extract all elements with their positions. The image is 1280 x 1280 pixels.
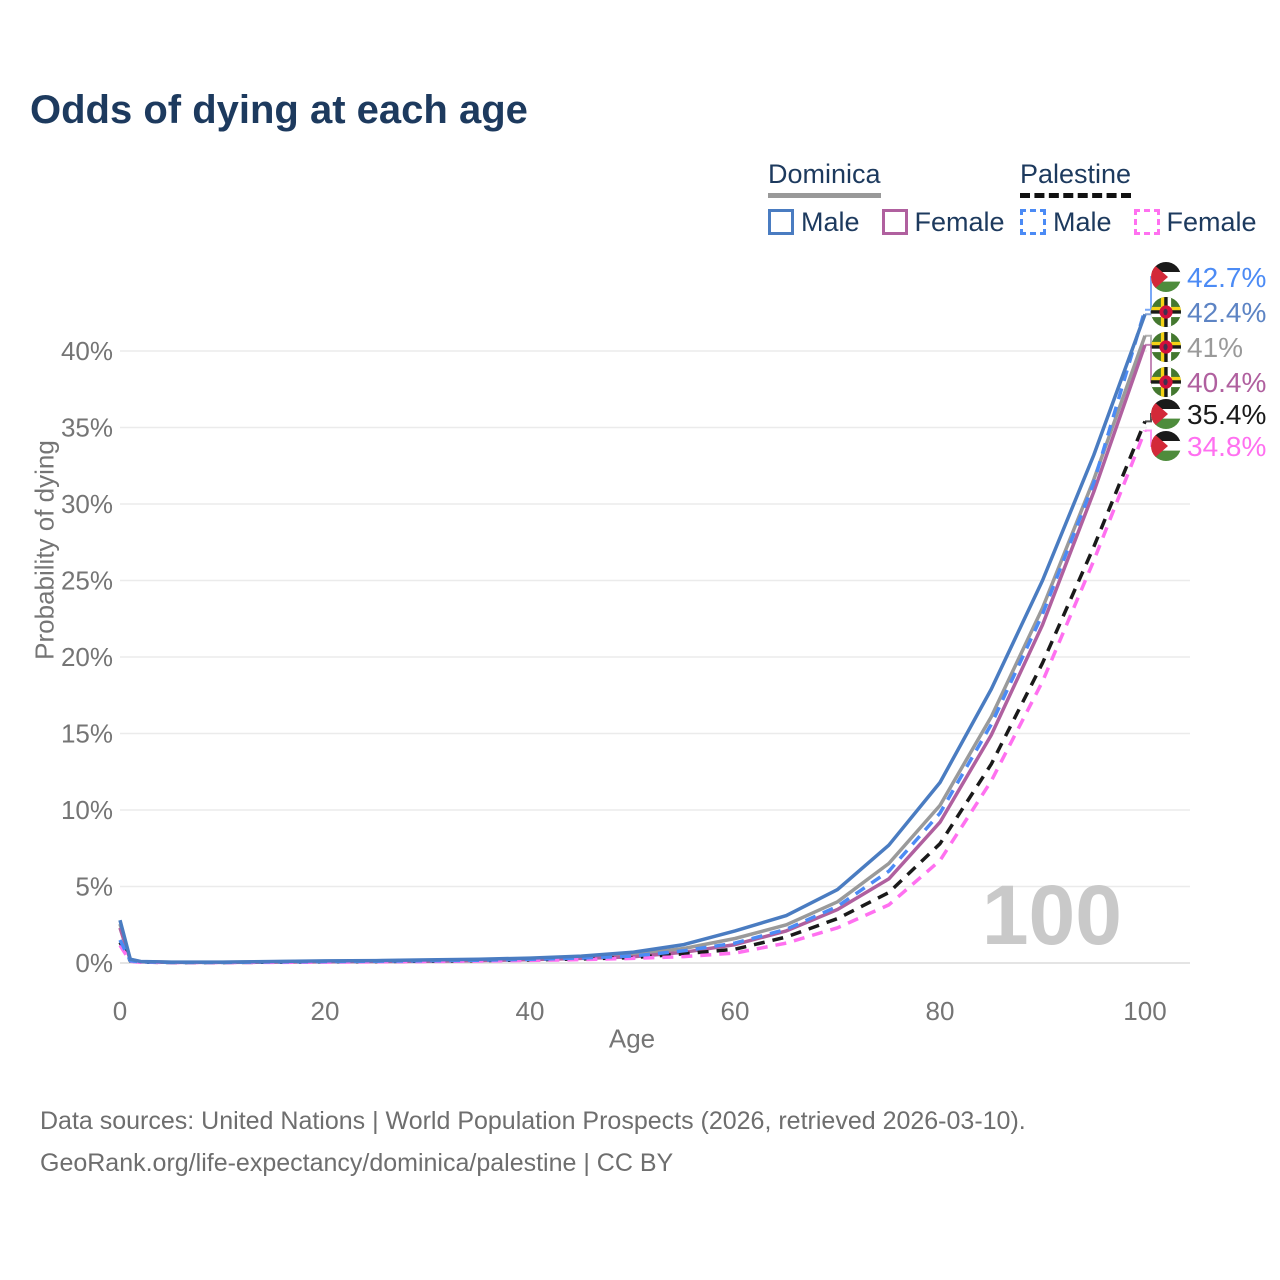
footer: Data sources: United Nations | World Pop… <box>40 1100 1026 1184</box>
x-tick-100: 100 <box>1123 996 1166 1026</box>
legend-item-palestine-female: Female <box>1133 206 1257 238</box>
x-axis-title: Age <box>608 1023 656 1054</box>
x-tick-60: 60 <box>721 996 750 1026</box>
y-tick-15%: 15% <box>61 719 113 749</box>
legend-item-dominica-male: Male <box>768 207 860 238</box>
palestine-flag-icon <box>1151 431 1181 461</box>
y-tick-30%: 30% <box>61 489 113 519</box>
legend-item-dominica-female: Female <box>881 206 1005 238</box>
endpoint-value-41%: 41% <box>1187 332 1243 363</box>
x-tick-80: 80 <box>926 996 955 1026</box>
legend-items-palestine: Male Female <box>1020 207 1257 238</box>
endpoint-value-35.4%: 35.4% <box>1187 399 1266 430</box>
legend-country-dominica: Dominica <box>768 159 881 198</box>
legend-group-palestine: Palestine Male Female <box>1020 159 1257 238</box>
palestine-flag-icon <box>1151 399 1181 429</box>
legend: Dominica Male Female Palestine Male <box>0 159 1280 240</box>
legend-label-palestine-female: Female <box>1166 206 1257 237</box>
y-tick-40%: 40% <box>61 336 113 366</box>
endpoint-value-40.4%: 40.4% <box>1187 367 1266 398</box>
x-tick-20: 20 <box>311 996 340 1026</box>
y-axis-title: Probability of dying <box>29 440 60 660</box>
footer-attribution: GeoRank.org/life-expectancy/dominica/pal… <box>40 1149 674 1177</box>
footer-data-sources: Data sources: United Nations | World Pop… <box>40 1107 1026 1135</box>
dominica-flag-icon <box>1151 332 1181 362</box>
legend-country-palestine: Palestine <box>1020 159 1132 198</box>
series-line-palestine-male <box>118 309 1147 965</box>
dominica-flag-icon <box>1151 367 1181 397</box>
endpoint-value-42.4%: 42.4% <box>1187 297 1266 328</box>
series-lines <box>118 309 1147 965</box>
palestine-male-swatch-icon <box>1020 209 1046 236</box>
dominica-flag-icon <box>1151 297 1181 327</box>
chart-title: Odds of dying at each age <box>30 88 528 132</box>
legend-group-dominica: Dominica Male Female <box>768 159 1005 238</box>
legend-label-palestine-male: Male <box>1053 206 1112 237</box>
y-tick-25%: 25% <box>61 566 113 596</box>
legend-label-dominica-female: Female <box>914 206 1005 237</box>
endpoint-value-42.7%: 42.7% <box>1187 262 1266 293</box>
legend-items-dominica: Male Female <box>768 207 1005 238</box>
legend-item-palestine-male: Male <box>1020 207 1112 238</box>
gridlines: 0% 5% 10% 15% 20% 25% 30% 35% 40% 0 20 40 60 80 100 <box>61 336 1190 1026</box>
y-tick-0%: 0% <box>75 948 113 978</box>
series-line-dominica-male <box>118 313 1147 964</box>
age-watermark: 100 <box>981 868 1122 963</box>
palestine-female-swatch-icon <box>1133 209 1160 236</box>
dominica-female-swatch-icon <box>881 209 908 236</box>
endpoint-value-34.8%: 34.8% <box>1187 431 1266 462</box>
y-tick-35%: 35% <box>61 413 113 443</box>
y-tick-10%: 10% <box>61 795 113 825</box>
endpoint-labels: 42.7% 42.4% 41% 40.4%35.4%34.8% <box>1145 262 1266 462</box>
x-tick-40: 40 <box>516 996 545 1026</box>
y-tick-5%: 5% <box>75 872 113 902</box>
x-tick-0: 0 <box>113 996 127 1026</box>
legend-label-dominica-male: Male <box>801 206 860 237</box>
dominica-male-swatch-icon <box>768 209 794 236</box>
y-tick-20%: 20% <box>61 642 113 672</box>
palestine-flag-icon <box>1151 262 1181 292</box>
